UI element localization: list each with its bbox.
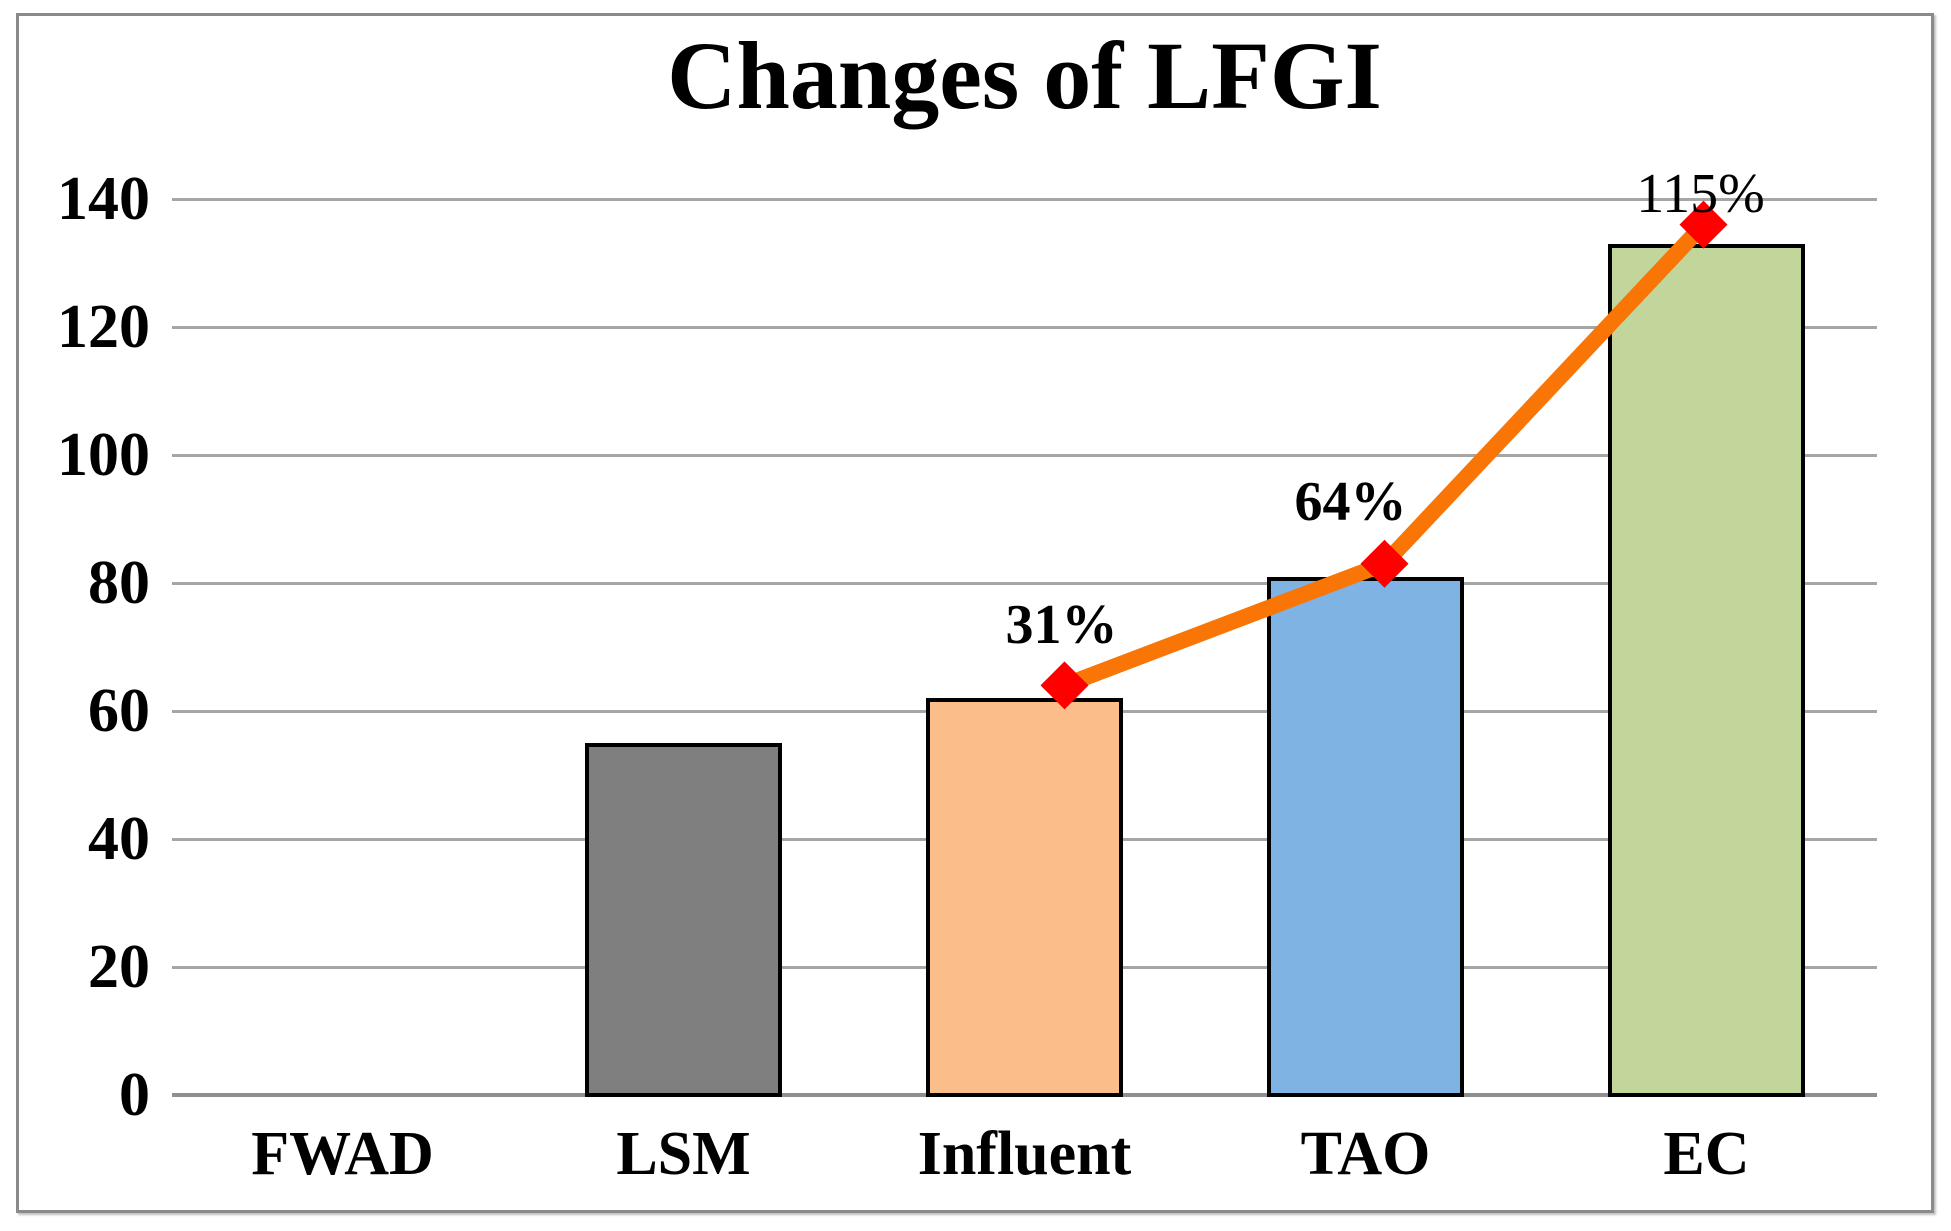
y-axis-tick-label: 120	[57, 293, 150, 361]
diamond-marker-ec	[1679, 200, 1728, 249]
diamond-marker-influent	[1040, 661, 1089, 710]
data-label-influent: 31%	[1005, 594, 1118, 657]
gridline	[172, 325, 1877, 329]
data-label-ec: 115%	[1636, 162, 1765, 225]
y-axis-tick-label: 140	[57, 165, 150, 233]
bar-influent	[926, 698, 1123, 1097]
x-axis-label-fwad: FWAD	[251, 1120, 434, 1188]
gridline	[172, 453, 1877, 457]
diamond-marker-tao	[1360, 539, 1409, 588]
x-axis-label-influent: Influent	[917, 1120, 1132, 1188]
x-axis-label-ec: EC	[1663, 1120, 1750, 1188]
bar-lsm	[585, 743, 782, 1097]
x-axis-label-lsm: LSM	[616, 1120, 751, 1188]
chart-title: Changes of LFGI	[667, 22, 1382, 129]
x-axis-label-tao: TAO	[1300, 1120, 1431, 1188]
y-axis-tick-label: 100	[57, 421, 150, 489]
data-label-tao: 64%	[1294, 470, 1407, 533]
y-axis-tick-label: 80	[88, 549, 150, 617]
bar-ec	[1608, 243, 1805, 1097]
y-axis-tick-label: 20	[88, 933, 150, 1001]
gridline	[172, 197, 1877, 201]
gridline	[172, 581, 1877, 585]
y-axis-tick-label: 60	[88, 677, 150, 745]
y-axis-tick-label: 0	[119, 1061, 150, 1129]
bar-tao	[1267, 576, 1464, 1097]
y-axis-tick-label: 40	[88, 805, 150, 873]
trend-line	[1056, 216, 1712, 694]
